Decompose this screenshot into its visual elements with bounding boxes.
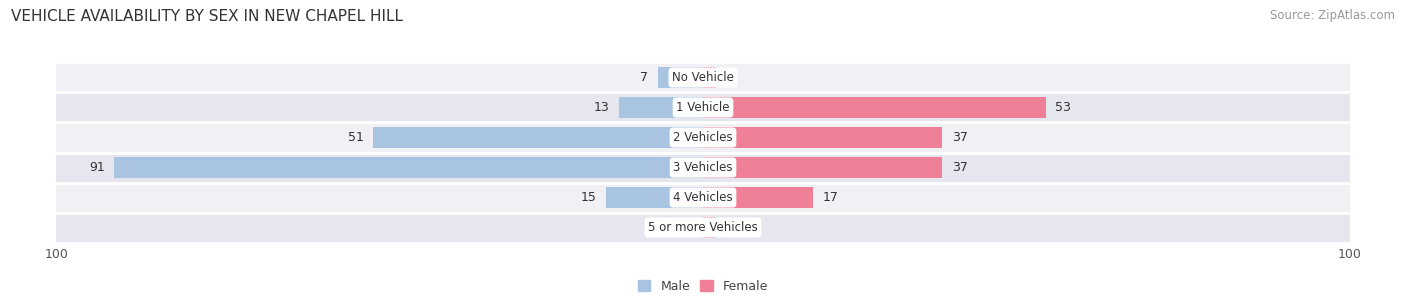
Text: Source: ZipAtlas.com: Source: ZipAtlas.com bbox=[1270, 9, 1395, 22]
Bar bbox=[606, 187, 703, 208]
Text: 0: 0 bbox=[685, 221, 693, 234]
Text: 2: 2 bbox=[725, 71, 734, 84]
Text: 4 Vehicles: 4 Vehicles bbox=[673, 191, 733, 204]
Bar bbox=[703, 127, 942, 148]
Text: 3 Vehicles: 3 Vehicles bbox=[673, 161, 733, 174]
Bar bbox=[658, 67, 703, 88]
Text: 1 Vehicle: 1 Vehicle bbox=[676, 101, 730, 114]
Bar bbox=[703, 187, 813, 208]
Text: 7: 7 bbox=[640, 71, 648, 84]
Text: 13: 13 bbox=[593, 101, 609, 114]
Bar bbox=[703, 67, 716, 88]
Bar bbox=[373, 127, 703, 148]
Text: 15: 15 bbox=[581, 191, 596, 204]
Text: 2 Vehicles: 2 Vehicles bbox=[673, 131, 733, 144]
FancyBboxPatch shape bbox=[53, 123, 1353, 152]
FancyBboxPatch shape bbox=[53, 63, 1353, 92]
Text: VEHICLE AVAILABILITY BY SEX IN NEW CHAPEL HILL: VEHICLE AVAILABILITY BY SEX IN NEW CHAPE… bbox=[11, 9, 404, 24]
Legend: Male, Female: Male, Female bbox=[638, 280, 768, 293]
Bar bbox=[703, 97, 1046, 118]
Text: 51: 51 bbox=[347, 131, 363, 144]
Text: 5 or more Vehicles: 5 or more Vehicles bbox=[648, 221, 758, 234]
Bar bbox=[619, 97, 703, 118]
Bar bbox=[703, 217, 716, 238]
Text: 2: 2 bbox=[725, 221, 734, 234]
Text: 17: 17 bbox=[823, 191, 838, 204]
FancyBboxPatch shape bbox=[53, 92, 1353, 123]
FancyBboxPatch shape bbox=[53, 152, 1353, 182]
Text: 91: 91 bbox=[89, 161, 104, 174]
Text: No Vehicle: No Vehicle bbox=[672, 71, 734, 84]
Text: 37: 37 bbox=[952, 131, 967, 144]
Bar bbox=[114, 157, 703, 178]
Text: 53: 53 bbox=[1056, 101, 1071, 114]
FancyBboxPatch shape bbox=[53, 213, 1353, 242]
Bar bbox=[703, 157, 942, 178]
Text: 37: 37 bbox=[952, 161, 967, 174]
FancyBboxPatch shape bbox=[53, 182, 1353, 213]
